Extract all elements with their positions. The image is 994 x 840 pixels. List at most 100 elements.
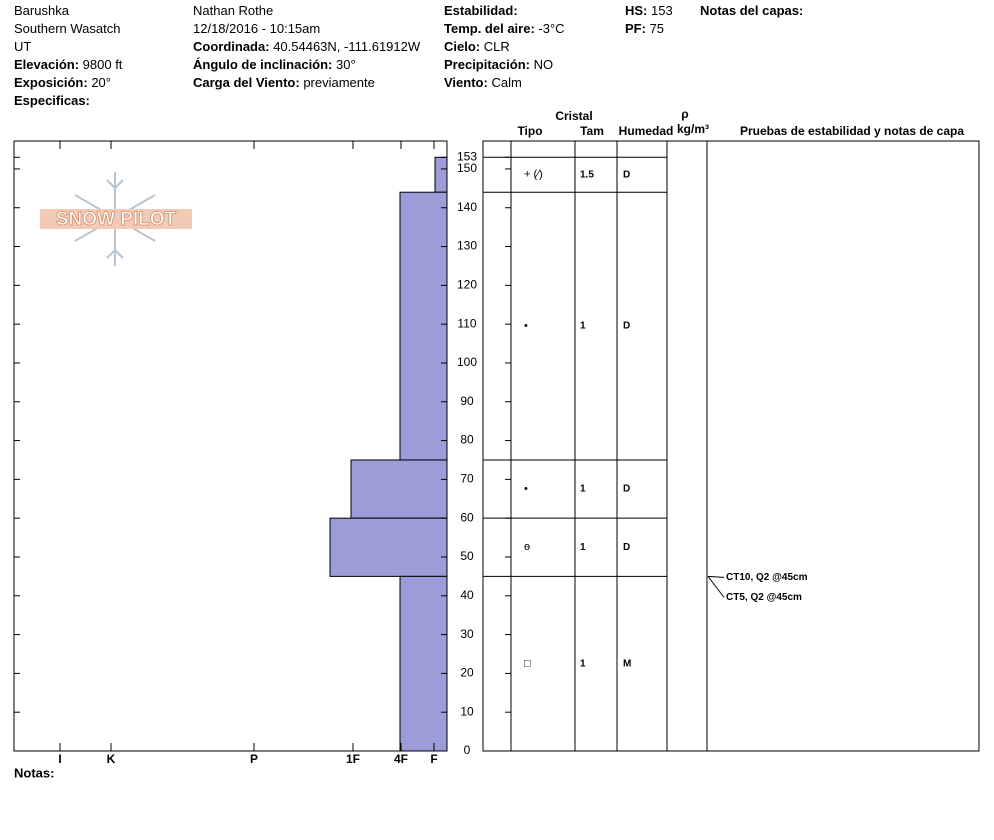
field-value: Barushka	[14, 3, 70, 18]
y-tick-label: 90	[460, 394, 474, 408]
logo	[40, 172, 192, 266]
header-field: UT	[14, 39, 31, 54]
header-field: Barushka	[14, 3, 70, 18]
table-header: Cristal	[555, 109, 592, 123]
moisture: D	[623, 321, 630, 332]
hardness-bar	[399, 191, 448, 461]
table-header: kg/m³	[677, 122, 709, 136]
header-field: Notas del capas:	[700, 3, 803, 18]
table-header: Humedad	[619, 124, 674, 138]
field-label: Estabilidad:	[444, 3, 518, 18]
y-tick-label: 110	[457, 316, 476, 330]
field-value: 9800 ft	[83, 57, 123, 72]
field-value: 12/18/2016 - 10:15am	[193, 21, 320, 36]
x-tick-label: 4F	[394, 752, 408, 766]
field-value: UT	[14, 39, 31, 54]
header-field: Ángulo de inclinación: 30°	[193, 57, 356, 72]
logo-text: SNOW PILOT	[56, 209, 177, 230]
y-tick-label: 70	[460, 472, 474, 486]
y-tick-label: 50	[460, 549, 474, 563]
y-tick-label: 153	[457, 149, 477, 163]
field-value: Southern Wasatch	[14, 21, 120, 36]
test-arrow	[707, 576, 725, 598]
header-field: Coordinada: 40.54463N, -111.61912W	[193, 39, 421, 54]
x-tick-label: I	[58, 752, 61, 766]
field-value: NO	[534, 57, 554, 72]
header-field: Estabilidad:	[444, 3, 518, 18]
crystal-type: •	[524, 483, 528, 495]
crystal-type: □	[524, 658, 531, 670]
layer-table-frame	[482, 140, 980, 752]
header-field: Exposición: 20°	[14, 75, 111, 90]
crystal-size: 1	[580, 542, 586, 553]
field-value: 40.54463N, -111.61912W	[273, 39, 421, 54]
moisture: D	[623, 542, 630, 553]
table-header: Tipo	[517, 124, 542, 138]
table-header: Pruebas de estabilidad y notas de capa	[740, 124, 964, 138]
hardness-bar	[329, 517, 448, 577]
x-tick-label: 1F	[346, 752, 360, 766]
crystal-type: •	[524, 320, 528, 332]
y-tick-label: 150	[457, 161, 477, 175]
field-value: Nathan Rothe	[193, 3, 273, 18]
field-label: HS:	[625, 3, 647, 18]
y-tick-label: 130	[457, 239, 477, 253]
field-value: CLR	[484, 39, 510, 54]
field-value: 75	[650, 21, 664, 36]
header-field: Nathan Rothe	[193, 3, 273, 18]
hardness-bar	[350, 459, 448, 519]
table-header: ρ	[681, 107, 688, 121]
y-tick-label: 120	[457, 278, 477, 292]
x-tick-label: K	[107, 752, 116, 766]
y-tick-label: 140	[457, 200, 477, 214]
header-field: Viento: Calm	[444, 75, 522, 90]
field-value: 153	[651, 3, 673, 18]
y-tick-label: 80	[460, 433, 474, 447]
crystal-size: 1.5	[580, 169, 594, 180]
test-label: CT10, Q2 @45cm	[726, 572, 808, 583]
header-field: Temp. del aire: -3°C	[444, 21, 565, 36]
field-label: Coordinada:	[193, 39, 270, 54]
crystal-size: 1	[580, 484, 586, 495]
header-field: Elevación: 9800 ft	[14, 57, 123, 72]
field-label: Precipitación:	[444, 57, 530, 72]
field-label: Exposición:	[14, 75, 88, 90]
field-value: 30°	[336, 57, 356, 72]
header-field: HS: 153	[625, 3, 673, 18]
field-label: Viento:	[444, 75, 488, 90]
field-value: previamente	[303, 75, 375, 90]
field-label: Carga del Viento:	[193, 75, 300, 90]
y-tick-label: 0	[464, 743, 471, 757]
test-arrow	[707, 575, 725, 578]
y-tick-label: 20	[460, 666, 474, 680]
x-tick-label: P	[250, 752, 258, 766]
y-tick-label: 100	[457, 355, 477, 369]
field-label: Notas del capas:	[700, 3, 803, 18]
table-header: Tam	[580, 124, 604, 138]
y-tick-label: 10	[460, 704, 474, 718]
x-tick-label: F	[430, 752, 437, 766]
notes-label: Notas:	[14, 765, 54, 780]
crystal-type: ө	[524, 541, 530, 553]
hardness-bar	[399, 575, 448, 752]
crystal-type: + (⁄)	[524, 169, 543, 181]
header-field: 12/18/2016 - 10:15am	[193, 21, 320, 36]
field-value: 20°	[91, 75, 111, 90]
y-tick-label: 40	[460, 588, 474, 602]
field-label: Temp. del aire:	[444, 21, 535, 36]
y-tick-label: 60	[460, 510, 474, 524]
header-field: Precipitación: NO	[444, 57, 553, 72]
crystal-size: 1	[580, 321, 586, 332]
header-field: Cielo: CLR	[444, 39, 510, 54]
field-label: Cielo:	[444, 39, 480, 54]
logo-band	[40, 209, 192, 229]
test-label: CT5, Q2 @45cm	[726, 592, 802, 603]
header-field: Carga del Viento: previamente	[193, 75, 375, 90]
moisture: D	[623, 484, 630, 495]
field-label: Especificas:	[14, 93, 90, 108]
field-label: Ángulo de inclinación:	[193, 57, 332, 72]
crystal-size: 1	[580, 658, 586, 669]
field-label: PF:	[625, 21, 646, 36]
table-columns	[510, 141, 708, 751]
